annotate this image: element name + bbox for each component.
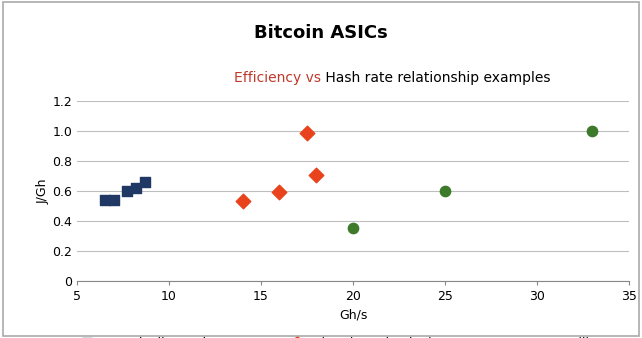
Text: Hash rate relationship examples: Hash rate relationship examples [321,71,550,85]
Text: Bitcoin ASICs: Bitcoin ASICs [254,24,388,42]
Spondoolies-Tech Hammer [121,188,132,194]
Innosilicon A1 [348,225,358,231]
Bitmain Technologies BM1382 [274,190,284,195]
Spondoolies-Tech Hammer [131,185,141,191]
Spondoolies-Tech Hammer [100,197,110,202]
Spondoolies-Tech Hammer [140,179,150,185]
Innosilicon A1 [587,128,598,134]
Bitmain Technologies BM1382 [238,199,248,204]
Bitmain Technologies BM1382 [311,172,322,177]
Bitmain Technologies BM1382 [302,130,312,136]
Text: Efficiency vs: Efficiency vs [234,71,321,85]
Y-axis label: J/Gh: J/Gh [37,178,49,204]
Spondoolies-Tech Hammer [108,197,119,202]
Legend: Spondoolies-Tech Hammer, Bitmain Technologies BM1382, Innosilicon A1: Spondoolies-Tech Hammer, Bitmain Technol… [74,337,632,338]
Innosilicon A1 [440,188,450,194]
X-axis label: Gh/s: Gh/s [339,308,367,321]
